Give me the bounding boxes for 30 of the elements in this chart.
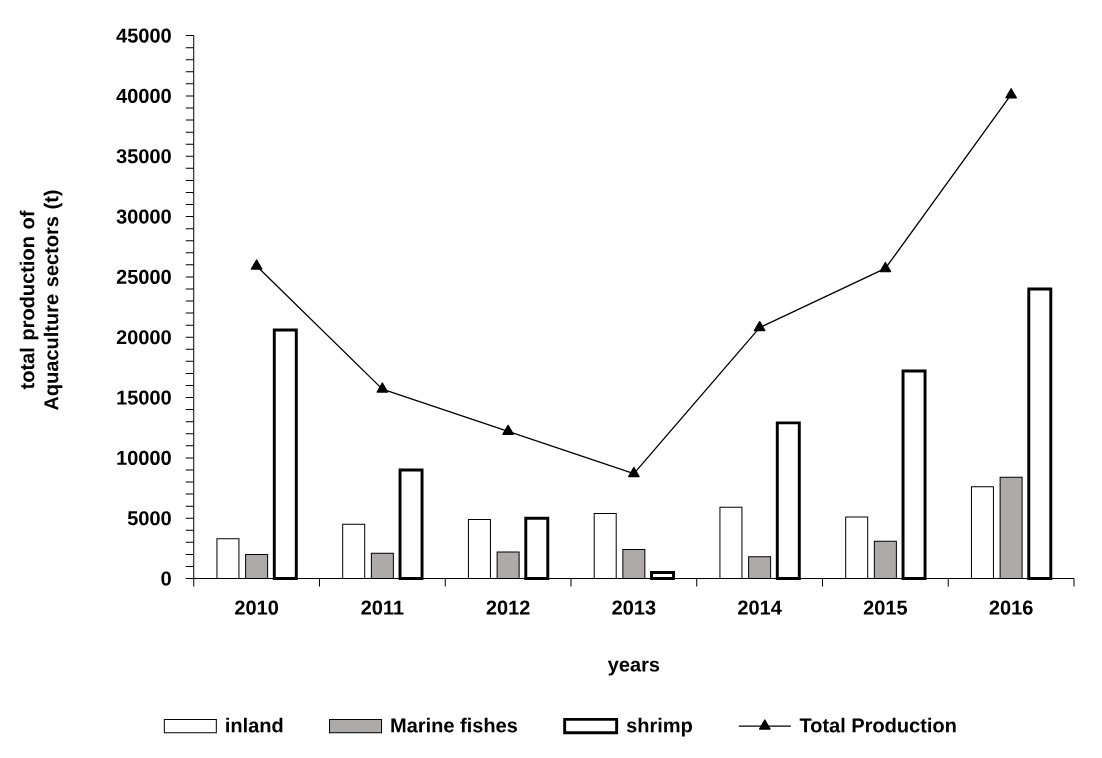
legend-label: Total Production [799,717,956,733]
y-tick-label: 40000 [116,88,171,103]
y-tick-label: 30000 [116,209,171,224]
y-tick-label: 0 [161,571,171,586]
point [250,259,263,270]
y-tick-label: 45000 [116,28,171,43]
y-tick-label: 25000 [116,269,171,284]
x-tick-label: 2016 [989,600,1033,615]
x-tick-label: 2013 [612,600,656,615]
x-tick-label: 2011 [361,600,404,615]
y-axis-title: total production of Aquaculture sectors (t) [19,190,63,411]
point [376,382,389,393]
legend-label: Marine fishes [391,717,518,733]
y-tick-label: 5000 [127,511,171,526]
y-tick-label: 10000 [117,450,171,465]
y-tick-label: 35000 [116,149,171,164]
point [1005,88,1017,99]
point [879,261,892,273]
point [753,320,766,332]
x-tick-label: 2015 [863,600,908,615]
x-tick-label: 2012 [486,600,530,615]
x-tick-label: 2010 [235,600,279,615]
legend-label: inland [226,717,283,733]
y-tick-label: 15000 [117,390,171,405]
x-tick-label: 2014 [738,600,782,615]
legend-label: shrimp [626,717,692,737]
y-tick-label: 20000 [116,330,171,345]
point [502,424,514,436]
x-axis-title: years [607,660,660,676]
point [628,466,640,478]
